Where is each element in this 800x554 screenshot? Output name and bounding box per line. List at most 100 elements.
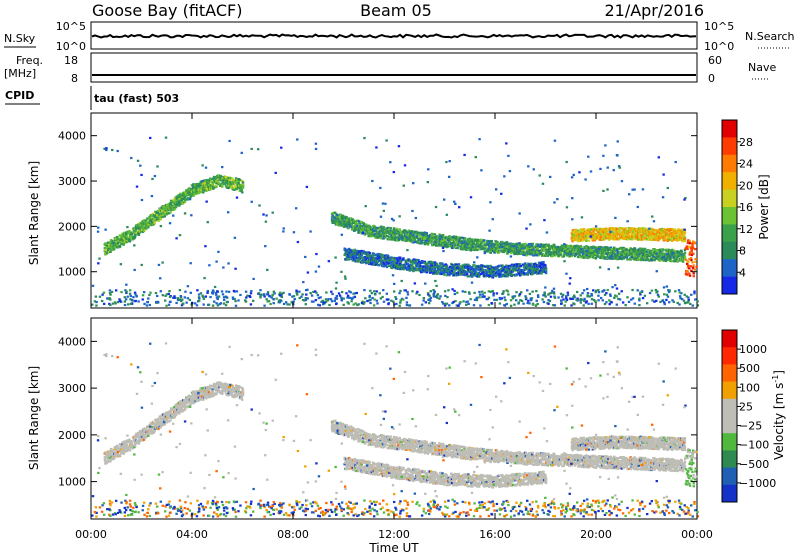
power-cell <box>120 239 123 242</box>
power-cell <box>485 242 488 245</box>
power-cell <box>663 252 666 256</box>
power-cell <box>385 229 389 233</box>
power-cell <box>399 230 403 233</box>
power-cell <box>159 213 162 216</box>
power-cell <box>452 241 455 244</box>
power-cell <box>596 254 600 257</box>
power-cell <box>493 244 497 247</box>
power-cell <box>395 232 398 235</box>
power-cell <box>149 219 152 222</box>
power-cell <box>625 234 629 237</box>
power-cell <box>488 245 491 248</box>
power-cell <box>657 249 661 252</box>
power-cell <box>660 234 663 238</box>
power-cell <box>559 253 562 256</box>
power-cell <box>599 246 603 249</box>
power-cell <box>575 249 579 252</box>
power-cell <box>524 247 527 250</box>
power-cell <box>151 212 154 215</box>
power-cell <box>116 245 119 248</box>
power-cell <box>392 231 395 234</box>
power-cell <box>677 228 680 231</box>
power-cell <box>554 245 557 249</box>
power-cell <box>486 239 489 242</box>
power-cell <box>235 183 238 186</box>
power-cell <box>349 222 352 225</box>
power-cell <box>640 231 644 234</box>
power-cell <box>411 260 414 264</box>
power-cell <box>205 189 208 193</box>
power-cell <box>622 246 625 250</box>
power-cell <box>347 247 351 251</box>
power-cell <box>370 263 374 266</box>
power-cell <box>161 206 165 210</box>
power-cell <box>626 235 629 239</box>
power-cell <box>629 251 632 254</box>
power-cell <box>517 252 521 255</box>
power-cell <box>513 252 516 255</box>
power-cell <box>184 194 187 198</box>
power-cell <box>515 248 519 252</box>
power-cell <box>587 239 591 242</box>
power-cell <box>172 208 175 211</box>
power-cell <box>649 253 653 256</box>
power-cell <box>513 244 517 248</box>
power-cell <box>662 248 665 252</box>
power-cell <box>421 233 424 236</box>
power-cell <box>541 253 545 256</box>
power-cell <box>516 246 519 249</box>
power-cell <box>586 234 589 237</box>
power-cell <box>461 247 464 250</box>
power-cell <box>425 271 428 274</box>
power-cell <box>683 248 687 252</box>
power-cell <box>598 238 601 241</box>
power-cell <box>585 249 588 252</box>
power-cell <box>548 251 551 254</box>
power-cell <box>443 243 447 246</box>
power-cell <box>581 235 584 239</box>
power-cell <box>424 239 428 242</box>
power-cell <box>681 228 684 232</box>
power-cell <box>577 252 581 255</box>
power-cell <box>228 179 232 183</box>
power-cell <box>530 252 534 256</box>
power-cell <box>380 253 383 256</box>
power-cell <box>192 194 196 197</box>
power-cell <box>572 250 575 253</box>
power-cell <box>529 248 532 251</box>
power-cell <box>401 263 404 266</box>
power-cell <box>642 237 645 240</box>
power-cell <box>544 243 548 246</box>
power-cell <box>373 227 377 231</box>
power-cell <box>671 235 674 238</box>
power-cell <box>159 207 162 210</box>
power-cell <box>383 262 386 266</box>
power-cell <box>676 232 679 235</box>
power-cell <box>492 243 495 246</box>
power-cell <box>112 241 115 244</box>
power-cell <box>668 259 671 262</box>
power-cell <box>601 251 604 254</box>
power-cell <box>582 252 585 256</box>
power-cell <box>527 247 531 250</box>
power-cell <box>174 201 178 204</box>
power-cell <box>603 249 606 252</box>
power-cell <box>655 248 659 252</box>
power-cell <box>180 193 184 197</box>
power-cell <box>339 215 342 218</box>
power-cell <box>622 230 625 233</box>
power-cell <box>590 245 593 249</box>
power-cell <box>471 275 474 278</box>
power-cell <box>418 238 422 241</box>
power-cell <box>366 224 369 227</box>
power-cell <box>618 231 621 235</box>
power-cell <box>370 258 374 262</box>
power-cell <box>464 248 468 251</box>
power-cell <box>346 222 349 225</box>
power-cell <box>544 249 547 252</box>
power-cell <box>619 254 623 257</box>
cpid-label: CPID <box>5 89 34 102</box>
power-cell <box>476 238 479 241</box>
power-cell <box>460 237 464 240</box>
power-cell <box>585 230 588 233</box>
